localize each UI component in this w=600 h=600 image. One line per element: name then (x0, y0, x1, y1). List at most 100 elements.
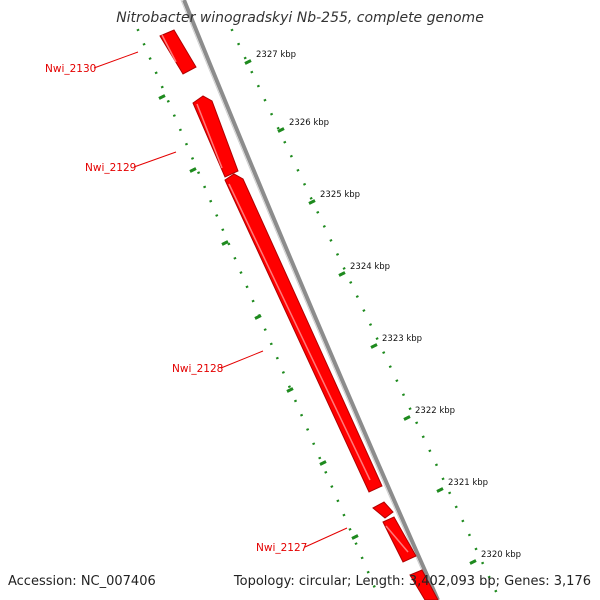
gene-label-leader (220, 350, 264, 369)
inner-major-tick (158, 94, 166, 100)
gene-label[interactable]: Nwi_2129 (85, 162, 136, 174)
tick-label: 2324 kbp (350, 262, 390, 272)
inner-tick-dot (300, 413, 304, 417)
outer-tick-dot (408, 407, 412, 411)
outer-tick-dot (481, 561, 485, 565)
inner-tick-dot (227, 242, 231, 246)
inner-tick-dot (239, 271, 243, 274)
inner-tick-dot (190, 156, 195, 160)
gene-label[interactable]: Nwi_2128 (172, 363, 223, 375)
inner-tick-dot (136, 28, 140, 32)
major-tick (308, 199, 316, 205)
inner-major-tick (351, 534, 359, 540)
inner-major-tick (286, 387, 294, 393)
outer-tick-dot (349, 281, 353, 284)
inner-tick-dot (142, 42, 146, 46)
inner-tick-dot (360, 556, 364, 560)
inner-tick-dot (184, 142, 189, 146)
inner-tick-dot (221, 228, 225, 232)
inner-tick-dot (348, 527, 352, 531)
gene-label[interactable]: Nwi_2130 (45, 63, 96, 75)
outer-tick-dot (421, 435, 425, 439)
outer-tick-dot (401, 393, 406, 397)
inner-tick-dot (215, 214, 219, 217)
outer-tick-dot (415, 421, 419, 425)
gene-highlight (385, 525, 409, 553)
inner-tick-dot (366, 570, 370, 574)
inner-major-tick (319, 460, 327, 466)
inner-tick-dot (178, 128, 182, 132)
outer-tick-dot (289, 154, 293, 158)
outer-tick-dot (487, 575, 491, 579)
inner-tick-dot (293, 399, 298, 403)
outer-tick-dot (474, 547, 478, 551)
inner-tick-dot (172, 114, 176, 118)
outer-tick-dot (454, 505, 458, 509)
inner-tick-dot (245, 285, 249, 289)
genome-summary-text: Topology: circular; Length: 3,402,093 bp… (233, 574, 591, 589)
outer-tick-dot (448, 491, 452, 495)
outer-tick-dot (395, 379, 399, 383)
outer-tick-dot (302, 182, 307, 186)
gene-feature[interactable] (224, 173, 383, 493)
outer-tick-dot (316, 210, 320, 214)
major-tick (277, 127, 285, 133)
inner-tick-dot (148, 57, 152, 60)
outer-tick-dot (256, 84, 260, 88)
tick-label: 2326 kbp (289, 118, 329, 128)
inner-tick-dot (160, 85, 164, 89)
inner-tick-dot (269, 342, 273, 346)
gene-label-leader (133, 151, 177, 168)
inner-tick-dot (197, 171, 201, 175)
gene-label-leader (93, 51, 139, 69)
gene-features (159, 29, 439, 600)
gene-label[interactable]: Nwi_2127 (256, 542, 307, 554)
gene-label-leader (304, 527, 348, 548)
gene-feature[interactable] (192, 95, 239, 178)
tick-label: 2320 kbp (481, 550, 521, 560)
inner-tick-dot (342, 513, 346, 517)
gene-feature[interactable] (159, 29, 197, 75)
map-title: Nitrobacter winogradskyi Nb-255, complet… (116, 10, 484, 26)
genome-backbone (180, 0, 440, 600)
outer-tick-dot (467, 533, 471, 537)
major-tick (403, 415, 411, 421)
outer-tick-dot (243, 56, 247, 60)
outer-tick-dot (322, 224, 326, 228)
outer-tick-dot (494, 589, 498, 593)
tick-label: 2322 kbp (415, 406, 455, 416)
inner-major-tick (221, 240, 229, 246)
inner-tick-dot (275, 356, 279, 360)
inner-tick-dot (209, 199, 213, 203)
inner-tick-dot (166, 99, 170, 103)
inner-tick-dot (324, 470, 328, 474)
inner-tick-dot (203, 185, 207, 189)
major-tick (244, 59, 252, 65)
accession-text: Accession: NC_007406 (8, 574, 156, 589)
backbone-highlight (180, 0, 436, 600)
gene-feature[interactable] (372, 501, 394, 519)
gene-feature[interactable] (409, 569, 439, 600)
inner-tick-dot (330, 485, 334, 488)
outer-tick-dot (329, 238, 333, 242)
inner-tick-dot (281, 371, 285, 374)
outer-tick-dot (461, 519, 465, 523)
gene-highlight (228, 183, 371, 481)
inner-tick-dot (354, 542, 358, 546)
outer-tick-dot (434, 463, 439, 467)
inner-tick-dot (372, 585, 376, 588)
gene-highlight (196, 103, 223, 169)
inner-tick-dot (154, 71, 158, 75)
major-tick (370, 343, 378, 349)
outer-tick-dot (335, 252, 340, 256)
inner-tick-dot (312, 442, 316, 446)
inner-tick-dot (318, 456, 322, 460)
inner-tick-dot (287, 385, 291, 389)
scale-ticks: 2327 kbp 2326 kbp 2325 kbp 2324 kbp 2323 kbp… (136, 28, 521, 593)
outer-tick-dot (428, 449, 432, 453)
outer-tick-dot (382, 351, 386, 355)
major-tick (338, 271, 346, 277)
outer-tick-dot (283, 140, 287, 144)
outer-tick-dot (263, 98, 267, 102)
